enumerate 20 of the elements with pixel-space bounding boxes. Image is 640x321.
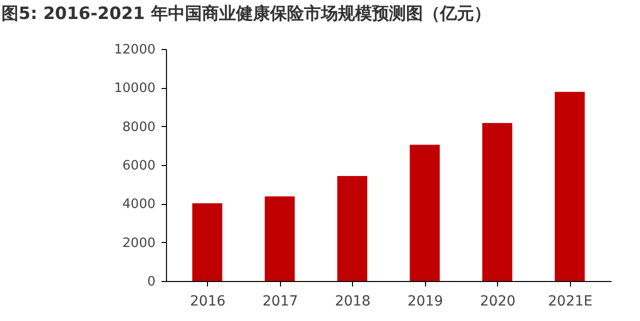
- x-tick-label: 2021E: [548, 294, 592, 310]
- x-tick-label: 2019: [407, 294, 444, 310]
- y-tick-label: 4000: [122, 197, 156, 212]
- y-tick-label: 2000: [122, 236, 156, 251]
- y-tick-label: 10000: [114, 81, 156, 96]
- x-tick-label: 2016: [190, 294, 226, 310]
- bar: [554, 92, 585, 281]
- x-tick-label: 2020: [480, 294, 516, 310]
- y-tick-label: 6000: [122, 158, 156, 174]
- bar: [264, 196, 295, 281]
- chart-title: 图5: 2016-2021 年中国商业健康保险市场规模预测图（亿元）: [2, 4, 491, 24]
- bar: [192, 203, 222, 281]
- bar: [482, 123, 512, 281]
- bar: [337, 176, 368, 281]
- y-tick-label: 8000: [122, 120, 156, 135]
- bar: [410, 144, 440, 281]
- x-tick-label: 2017: [262, 294, 298, 310]
- y-tick-label: 0: [147, 274, 156, 290]
- y-tick-label: 12000: [114, 42, 156, 58]
- x-tick-label: 2018: [334, 294, 371, 310]
